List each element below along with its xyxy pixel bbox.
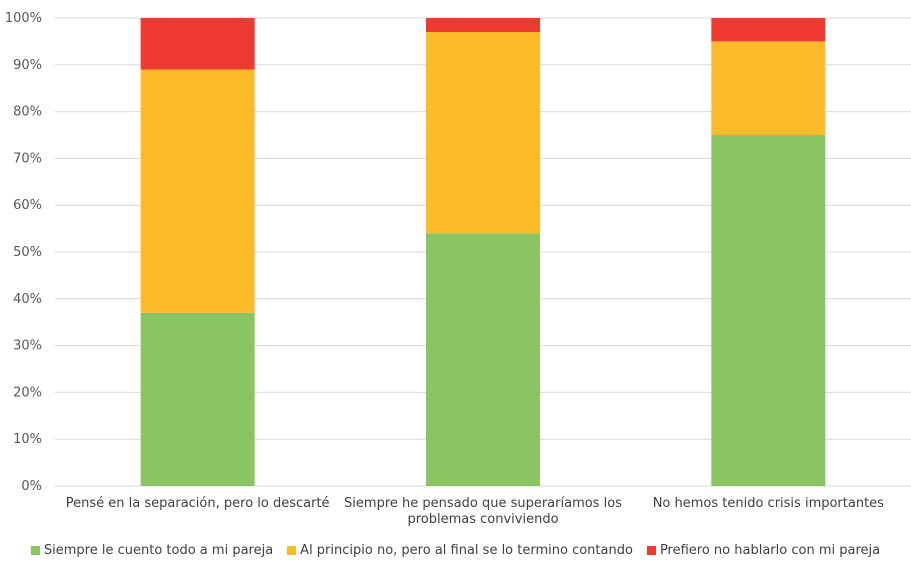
x-axis-category-labels: Pensé en la separación, pero lo descarté…	[66, 496, 884, 527]
y-tick-label: 70%	[13, 151, 42, 166]
legend-item: Prefiero no hablarlo con mi pareja	[646, 543, 881, 558]
y-tick-label: 20%	[13, 385, 42, 400]
legend: Siempre le cuento todo a mi pareja Al pri…	[0, 543, 911, 558]
legend-label: Prefiero no hablarlo con mi pareja	[659, 543, 881, 558]
bar-segment	[426, 18, 540, 33]
y-tick-label: 10%	[13, 432, 42, 447]
bar-segment	[140, 312, 255, 486]
bar-segment	[711, 41, 826, 135]
x-category-label: problemas conviviendo	[407, 512, 558, 527]
y-tick-label: 80%	[13, 105, 42, 120]
bar-segment	[711, 18, 826, 42]
y-tick-label: 60%	[13, 198, 42, 213]
bar-segment	[426, 32, 540, 234]
stacked-bar-chart: 0% 10% 20% 30% 40% 50% 60% 70% 80% 90% 100% Pensé …	[5, 11, 911, 527]
y-tick-label: 0%	[21, 479, 42, 494]
legend-item: Al principio no, pero al final se lo ter…	[287, 543, 633, 558]
y-tick-label: 100%	[5, 11, 42, 26]
bar-segment	[140, 69, 255, 313]
legend-swatch	[287, 546, 297, 555]
x-category-label: Siempre he pensado que superaríamos los	[344, 496, 622, 511]
x-category-label: No hemos tenido crisis importantes	[653, 496, 884, 511]
y-tick-label: 40%	[13, 292, 42, 307]
bars	[140, 18, 826, 486]
legend-swatch	[30, 546, 40, 555]
bar-segment	[711, 135, 826, 486]
legend-label: Siempre le cuento todo a mi pareja	[43, 543, 274, 558]
x-category-label: Pensé en la separación, pero lo descarté	[66, 496, 330, 511]
y-tick-label: 30%	[13, 339, 42, 354]
y-axis-tick-labels: 0% 10% 20% 30% 40% 50% 60% 70% 80% 90% 100%	[5, 11, 42, 494]
legend-item: Siempre le cuento todo a mi pareja	[30, 543, 274, 558]
legend-swatch	[646, 546, 656, 555]
bar-segment	[426, 233, 540, 486]
y-tick-label: 50%	[13, 245, 42, 260]
y-tick-label: 90%	[13, 58, 42, 73]
bar-segment	[140, 18, 255, 70]
legend-label: Al principio no, pero al final se lo ter…	[300, 543, 633, 558]
